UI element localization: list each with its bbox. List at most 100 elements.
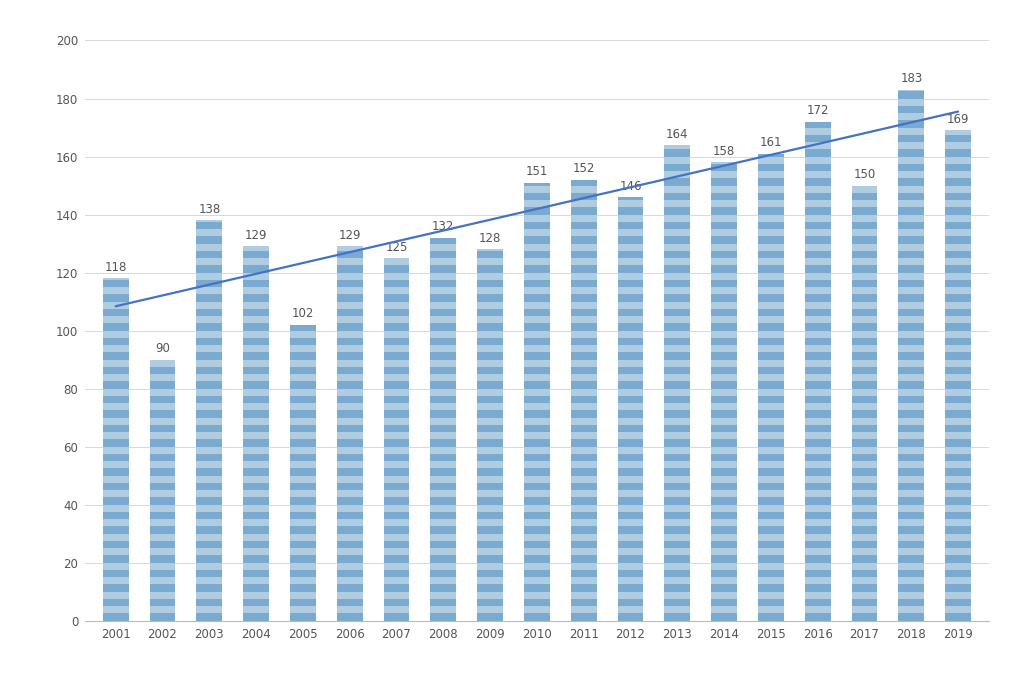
Bar (244, 577, 269, 585)
Bar (570, 483, 597, 490)
Bar (758, 302, 783, 309)
Bar (102, 454, 129, 461)
Bar (477, 527, 503, 533)
Bar (852, 497, 878, 505)
Bar (758, 490, 783, 497)
Bar (617, 439, 643, 447)
Bar (852, 251, 878, 258)
Bar (945, 541, 971, 548)
Text: 164: 164 (666, 128, 688, 141)
Bar (852, 323, 878, 331)
Bar (852, 461, 878, 469)
Bar (197, 585, 222, 591)
Bar (430, 381, 456, 389)
Bar (898, 150, 925, 156)
Bar (945, 236, 971, 244)
Bar (570, 512, 597, 519)
Bar (384, 265, 410, 273)
Bar (477, 345, 503, 352)
Bar (337, 265, 362, 273)
Bar (290, 331, 315, 338)
Bar (758, 607, 783, 613)
Bar (898, 396, 925, 403)
Bar (570, 244, 597, 251)
Bar (570, 396, 597, 403)
Bar (898, 142, 925, 150)
Bar (197, 461, 222, 469)
Bar (758, 505, 783, 512)
Bar (477, 591, 503, 599)
Bar (852, 345, 878, 352)
Bar (945, 512, 971, 519)
Bar (665, 381, 690, 389)
Bar (805, 432, 830, 439)
Bar (570, 331, 597, 338)
Bar (758, 236, 783, 244)
Bar (290, 591, 315, 599)
Bar (384, 483, 410, 490)
Bar (430, 417, 456, 425)
Bar (244, 570, 269, 577)
Bar (665, 607, 690, 613)
Bar (524, 251, 550, 258)
Bar (617, 345, 643, 352)
Bar (617, 294, 643, 302)
Bar (617, 599, 643, 607)
Bar (570, 236, 597, 244)
Bar (712, 585, 737, 591)
Bar (665, 352, 690, 360)
Bar (805, 251, 830, 258)
Bar (244, 425, 269, 432)
Bar (524, 439, 550, 447)
Bar (852, 410, 878, 417)
Bar (898, 454, 925, 461)
Bar (477, 280, 503, 287)
Bar (197, 469, 222, 475)
Bar (945, 533, 971, 541)
Bar (290, 469, 315, 475)
Bar (712, 599, 737, 607)
Bar (337, 367, 362, 374)
Bar (617, 483, 643, 490)
Bar (197, 258, 222, 265)
Bar (197, 360, 222, 367)
Bar (617, 490, 643, 497)
Bar (524, 607, 550, 613)
Bar (945, 475, 971, 483)
Bar (665, 222, 690, 229)
Bar (102, 360, 129, 367)
Bar (712, 163, 737, 164)
Bar (617, 454, 643, 461)
Bar (945, 417, 971, 425)
Bar (477, 389, 503, 396)
Bar (102, 483, 129, 490)
Bar (945, 469, 971, 475)
Bar (758, 156, 783, 164)
Bar (617, 302, 643, 309)
Bar (805, 374, 830, 381)
Bar (805, 186, 830, 193)
Bar (290, 599, 315, 607)
Bar (290, 345, 315, 352)
Bar (384, 527, 410, 533)
Bar (898, 490, 925, 497)
Bar (712, 214, 737, 222)
Bar (898, 563, 925, 570)
Bar (758, 570, 783, 577)
Bar (570, 527, 597, 533)
Bar (290, 439, 315, 447)
Bar (430, 533, 456, 541)
Bar (617, 258, 643, 265)
Bar (477, 519, 503, 527)
Text: 169: 169 (947, 113, 970, 126)
Bar (477, 599, 503, 607)
Bar (945, 367, 971, 374)
Bar (102, 294, 129, 302)
Bar (384, 541, 410, 548)
Bar (477, 505, 503, 512)
Bar (524, 273, 550, 280)
Bar (758, 171, 783, 178)
Bar (197, 439, 222, 447)
Bar (244, 475, 269, 483)
Bar (524, 403, 550, 410)
